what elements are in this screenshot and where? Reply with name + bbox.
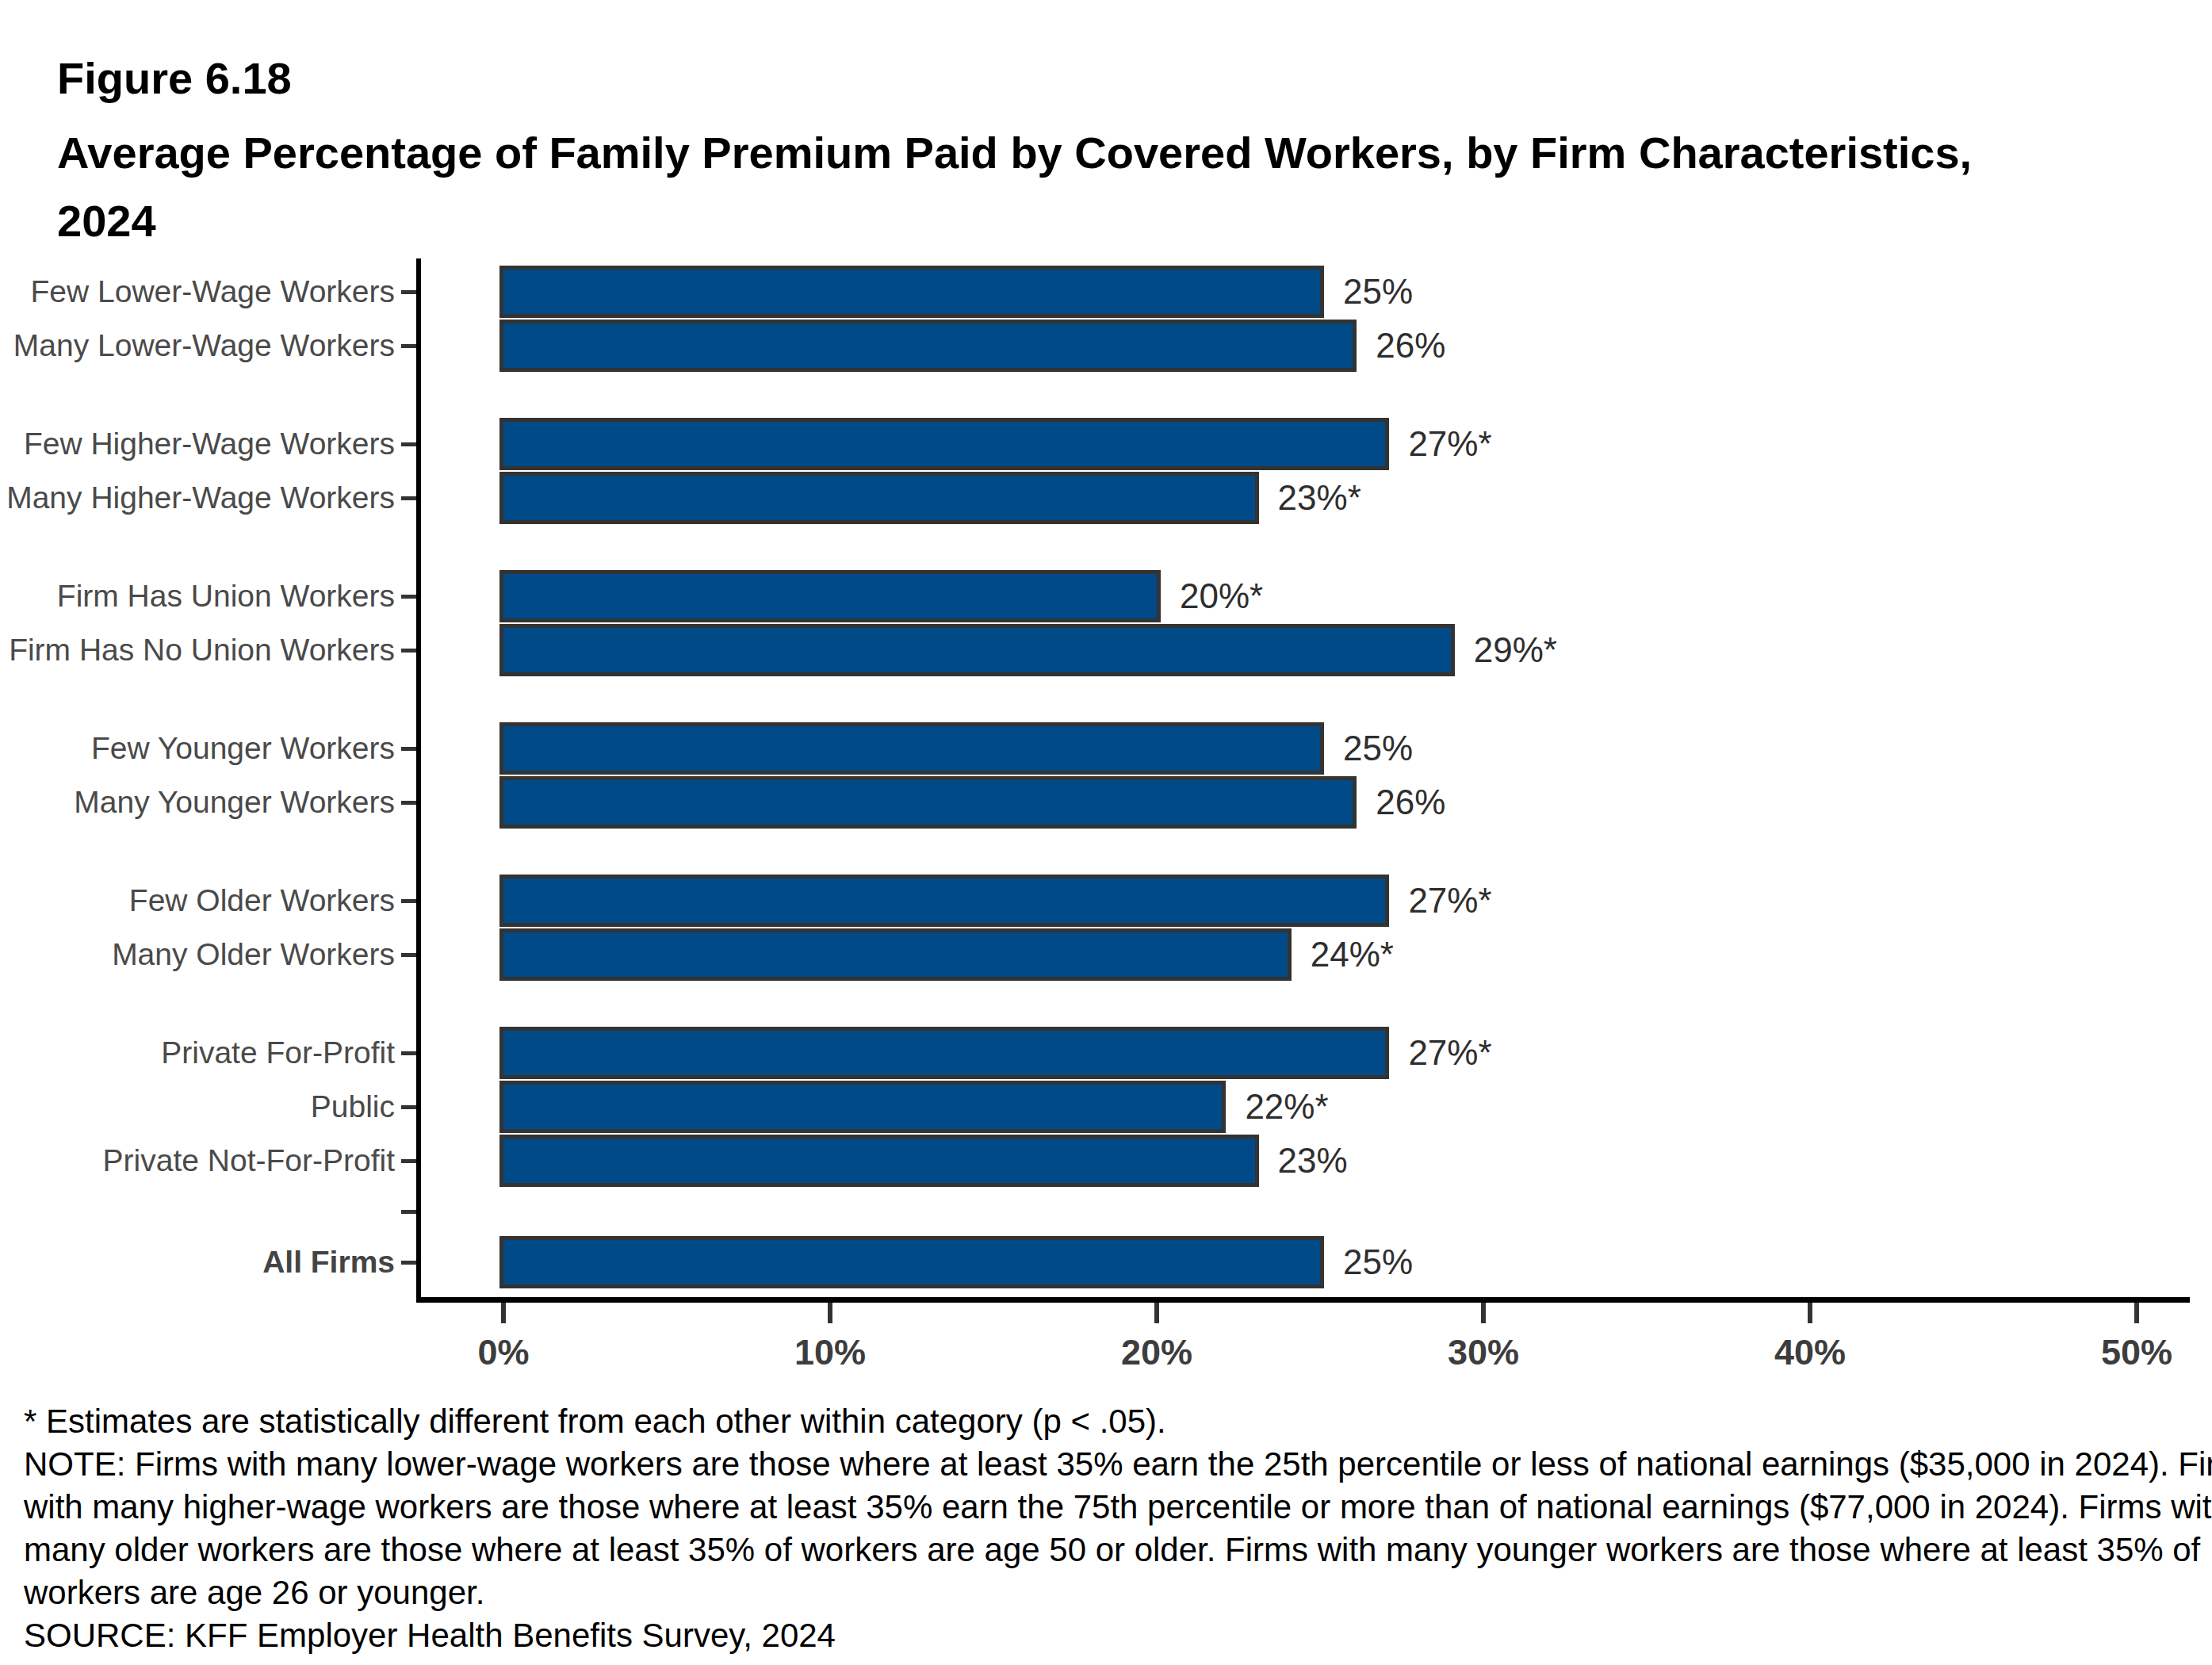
y-axis-line: [416, 258, 421, 1303]
x-axis-tick: [2134, 1303, 2139, 1323]
value-label: 23%: [1278, 1139, 1348, 1183]
value-label: 26%: [1376, 323, 1445, 368]
bar: [499, 266, 1324, 318]
asterisk-note: * Estimates are statistically different …: [24, 1400, 2196, 1443]
note-line: NOTE: Firms with many lower-wage workers…: [24, 1443, 2196, 1486]
bar: [499, 320, 1357, 372]
bar: [499, 875, 1389, 927]
bar: [499, 1081, 1226, 1133]
bar: [499, 1027, 1389, 1079]
value-label: 27%*: [1408, 878, 1491, 923]
x-axis-tick: [1481, 1303, 1486, 1323]
x-axis-tick: [1154, 1303, 1159, 1323]
bar: [499, 928, 1292, 981]
x-axis-line: [416, 1297, 2190, 1303]
bar: [499, 570, 1161, 622]
value-label: 27%*: [1408, 422, 1491, 466]
category-label: Many Higher-Wage Workers: [0, 476, 395, 520]
x-axis-tick-label: 10%: [743, 1332, 917, 1373]
category-label: Firm Has Union Workers: [0, 574, 395, 618]
category-label: Few Higher-Wage Workers: [0, 422, 395, 466]
x-axis-tick-label: 40%: [1723, 1332, 1897, 1373]
x-axis-tick-label: 30%: [1396, 1332, 1571, 1373]
bar: [499, 1236, 1324, 1288]
x-axis-tick: [1808, 1303, 1812, 1323]
bar: [499, 472, 1259, 524]
x-axis-tick-label: 0%: [416, 1332, 591, 1373]
value-label: 29%*: [1474, 628, 1557, 672]
x-axis-tick-label: 20%: [1070, 1332, 1244, 1373]
value-label: 25%: [1343, 1240, 1413, 1284]
value-label: 26%: [1376, 780, 1445, 825]
value-label: 25%: [1343, 726, 1413, 771]
value-label: 22%*: [1245, 1085, 1328, 1129]
x-axis-tick-label: 50%: [2049, 1332, 2212, 1373]
category-label: Public: [0, 1085, 395, 1129]
footnotes: * Estimates are statistically different …: [24, 1400, 2196, 1657]
note-line: many older workers are those where at le…: [24, 1529, 2196, 1571]
bar: [499, 624, 1455, 676]
note-line: with many higher-wage workers are those …: [24, 1486, 2196, 1529]
value-label: 25%: [1343, 270, 1413, 314]
category-label: Few Older Workers: [0, 878, 395, 923]
category-label: Few Younger Workers: [0, 726, 395, 771]
category-label: Many Lower-Wage Workers: [0, 323, 395, 368]
category-label: Private Not-For-Profit: [0, 1139, 395, 1183]
x-axis-tick: [828, 1303, 832, 1323]
bar: [499, 418, 1389, 470]
figure-6-18-page: Figure 6.18 Average Percentage of Family…: [0, 0, 2212, 1665]
value-label: 24%*: [1311, 932, 1394, 977]
value-label: 27%*: [1408, 1031, 1491, 1075]
bar: [499, 776, 1357, 829]
bar: [499, 722, 1324, 775]
category-label: Private For-Profit: [0, 1031, 395, 1075]
source-note: SOURCE: KFF Employer Health Benefits Sur…: [24, 1614, 2196, 1657]
x-axis-tick: [501, 1303, 506, 1323]
value-label: 23%*: [1278, 476, 1361, 520]
bar: [499, 1135, 1259, 1187]
value-label: 20%*: [1180, 574, 1263, 618]
category-label: Many Younger Workers: [0, 780, 395, 825]
category-label: Many Older Workers: [0, 932, 395, 977]
category-label: Few Lower-Wage Workers: [0, 270, 395, 314]
category-label: All Firms: [0, 1240, 395, 1284]
note-line: workers are age 26 or younger.: [24, 1571, 2196, 1614]
category-label: Firm Has No Union Workers: [0, 628, 395, 672]
